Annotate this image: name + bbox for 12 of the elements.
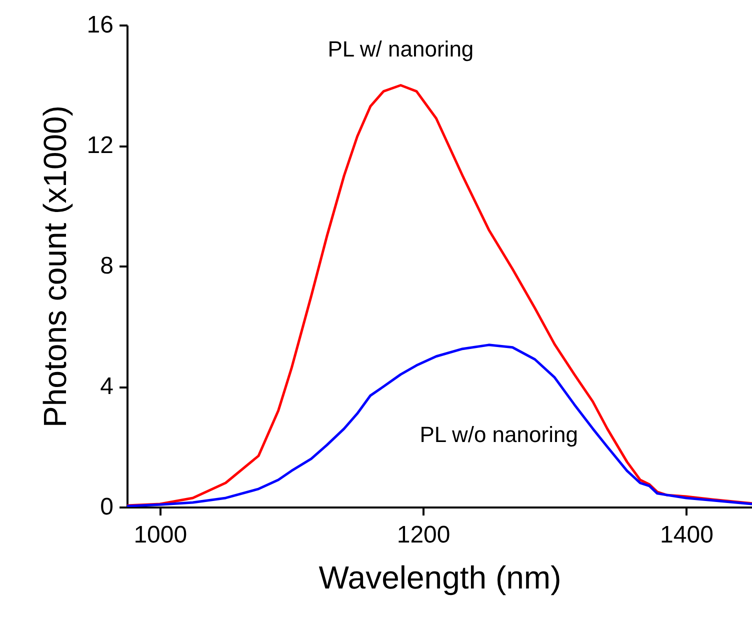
x-tick-label: 1200 <box>396 522 450 548</box>
series-label: PL w/ nanoring <box>328 36 474 62</box>
x-tick-label: 1400 <box>660 522 714 548</box>
x-tick-label: 1000 <box>134 522 188 548</box>
x-axis-title: Wavelength (nm) <box>318 560 562 596</box>
y-tick-label: 4 <box>100 373 114 400</box>
series-label: PL w/o nanoring <box>420 422 578 447</box>
y-tick-label: 16 <box>86 12 114 38</box>
y-tick-label: 8 <box>100 252 114 280</box>
y-tick-label: 12 <box>86 132 114 159</box>
y-axis-title: Photons count (x1000) <box>36 106 73 428</box>
y-tick-label: 0 <box>100 494 114 520</box>
